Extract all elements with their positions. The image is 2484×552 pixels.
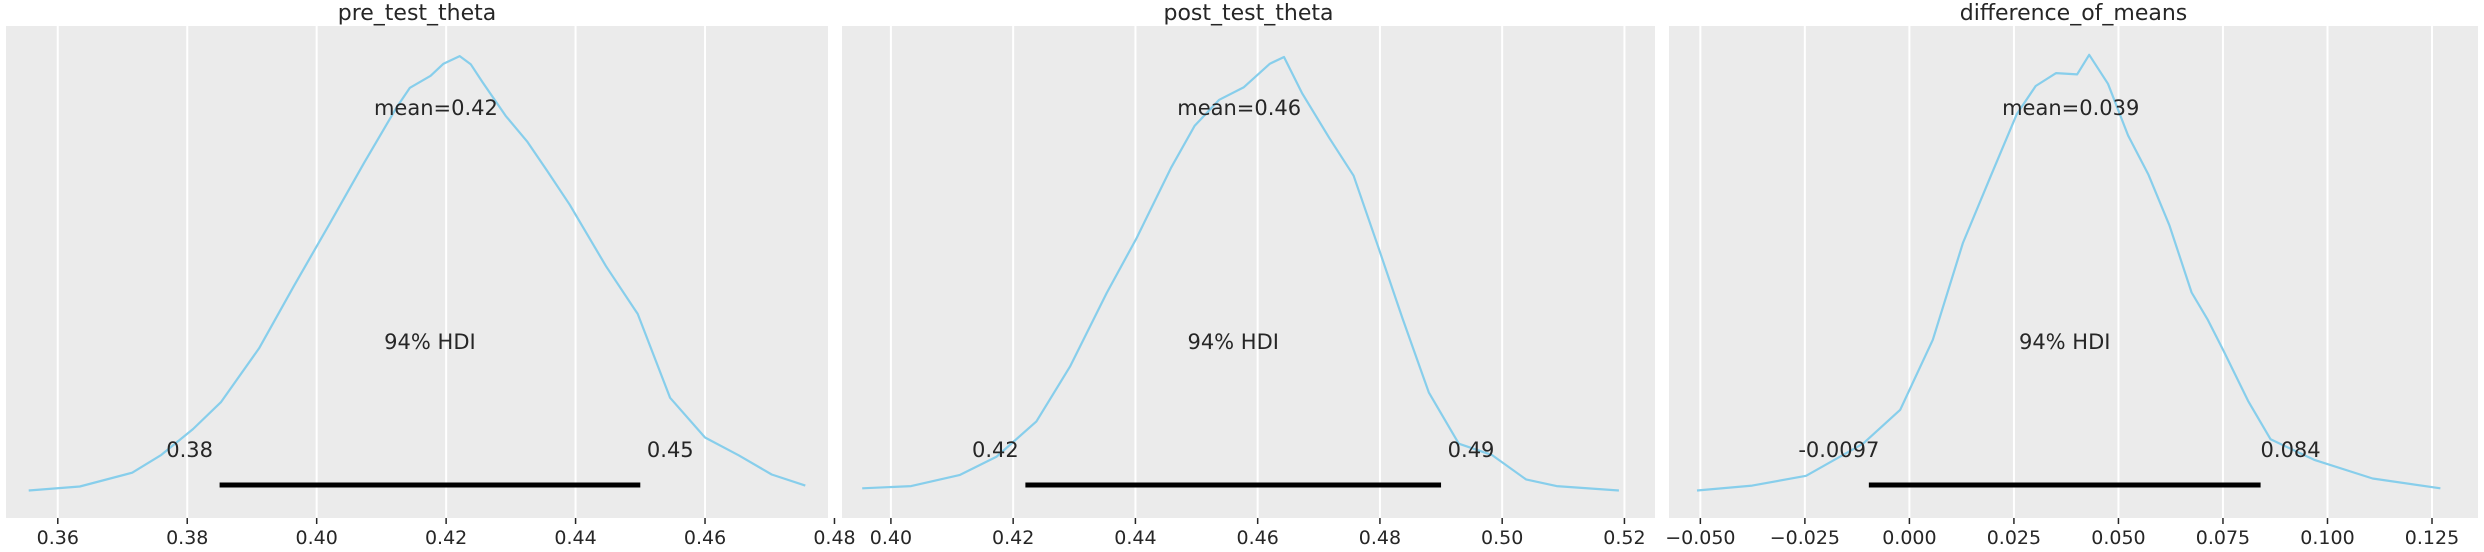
hdi-label: 94% HDI [2019, 330, 2111, 354]
hdi-high-label: 0.084 [2261, 438, 2321, 462]
x-tick-label: 0.46 [1237, 527, 1279, 549]
subplot-3: −0.050 −0.025 0.000 0.025 0.050 0.075 0.100 0.1… [1665, 1, 2478, 549]
x-tick-label: −0.025 [1770, 527, 1840, 549]
x-tick-label: 0.42 [425, 527, 467, 549]
x-tick-label: 0.48 [1359, 527, 1401, 549]
x-tick-label: −0.050 [1665, 527, 1735, 549]
mean-label: mean=0.46 [1177, 96, 1301, 120]
hdi-high-label: 0.49 [1448, 438, 1495, 462]
mean-label: mean=0.039 [2002, 96, 2139, 120]
x-tick-label: 0.050 [2091, 527, 2145, 549]
plot-area [6, 26, 828, 518]
x-tick-label: 0.52 [1603, 527, 1645, 549]
x-tick-label: 0.36 [37, 527, 79, 549]
x-tick-label: 0.000 [1882, 527, 1936, 549]
x-tick-label: 0.100 [2300, 527, 2354, 549]
x-tick-label: 0.42 [992, 527, 1034, 549]
hdi-low-label: 0.38 [166, 438, 213, 462]
x-tick-label: 0.44 [554, 527, 596, 549]
x-tick-label: 0.46 [684, 527, 726, 549]
hdi-low-label: -0.0097 [1798, 438, 1879, 462]
hdi-high-label: 0.45 [647, 438, 694, 462]
x-tick-label: 0.075 [2196, 527, 2250, 549]
hdi-label: 94% HDI [1187, 330, 1279, 354]
x-tick-label: 0.44 [1114, 527, 1156, 549]
subplot-2: 0.40 0.42 0.44 0.46 0.48 0.50 0.52 post_test_th… [842, 1, 1655, 549]
x-tick-label: 0.40 [870, 527, 912, 549]
mean-label: mean=0.42 [374, 96, 498, 120]
x-tick-label: 0.40 [296, 527, 338, 549]
x-tick-label: 0.50 [1481, 527, 1523, 549]
x-tick-label: 0.48 [813, 527, 855, 549]
density-curve [1696, 53, 2441, 492]
hdi-low-label: 0.42 [972, 438, 1019, 462]
density-curve [862, 55, 1619, 492]
subplot-title: pre_test_theta [338, 1, 497, 26]
plot-area [1669, 26, 2478, 518]
x-tick-label: 0.025 [1987, 527, 2041, 549]
subplot-1: 0.36 0.38 0.40 0.42 0.44 0.46 0.48 pre_test_the… [6, 1, 856, 549]
subplot-title: post_test_theta [1164, 1, 1334, 26]
hdi-label: 94% HDI [384, 330, 476, 354]
density-curve [28, 54, 806, 492]
subplot-title: difference_of_means [1960, 1, 2188, 26]
x-tick-label: 0.125 [2405, 527, 2459, 549]
plot-area [842, 26, 1655, 518]
x-tick-label: 0.38 [166, 527, 208, 549]
